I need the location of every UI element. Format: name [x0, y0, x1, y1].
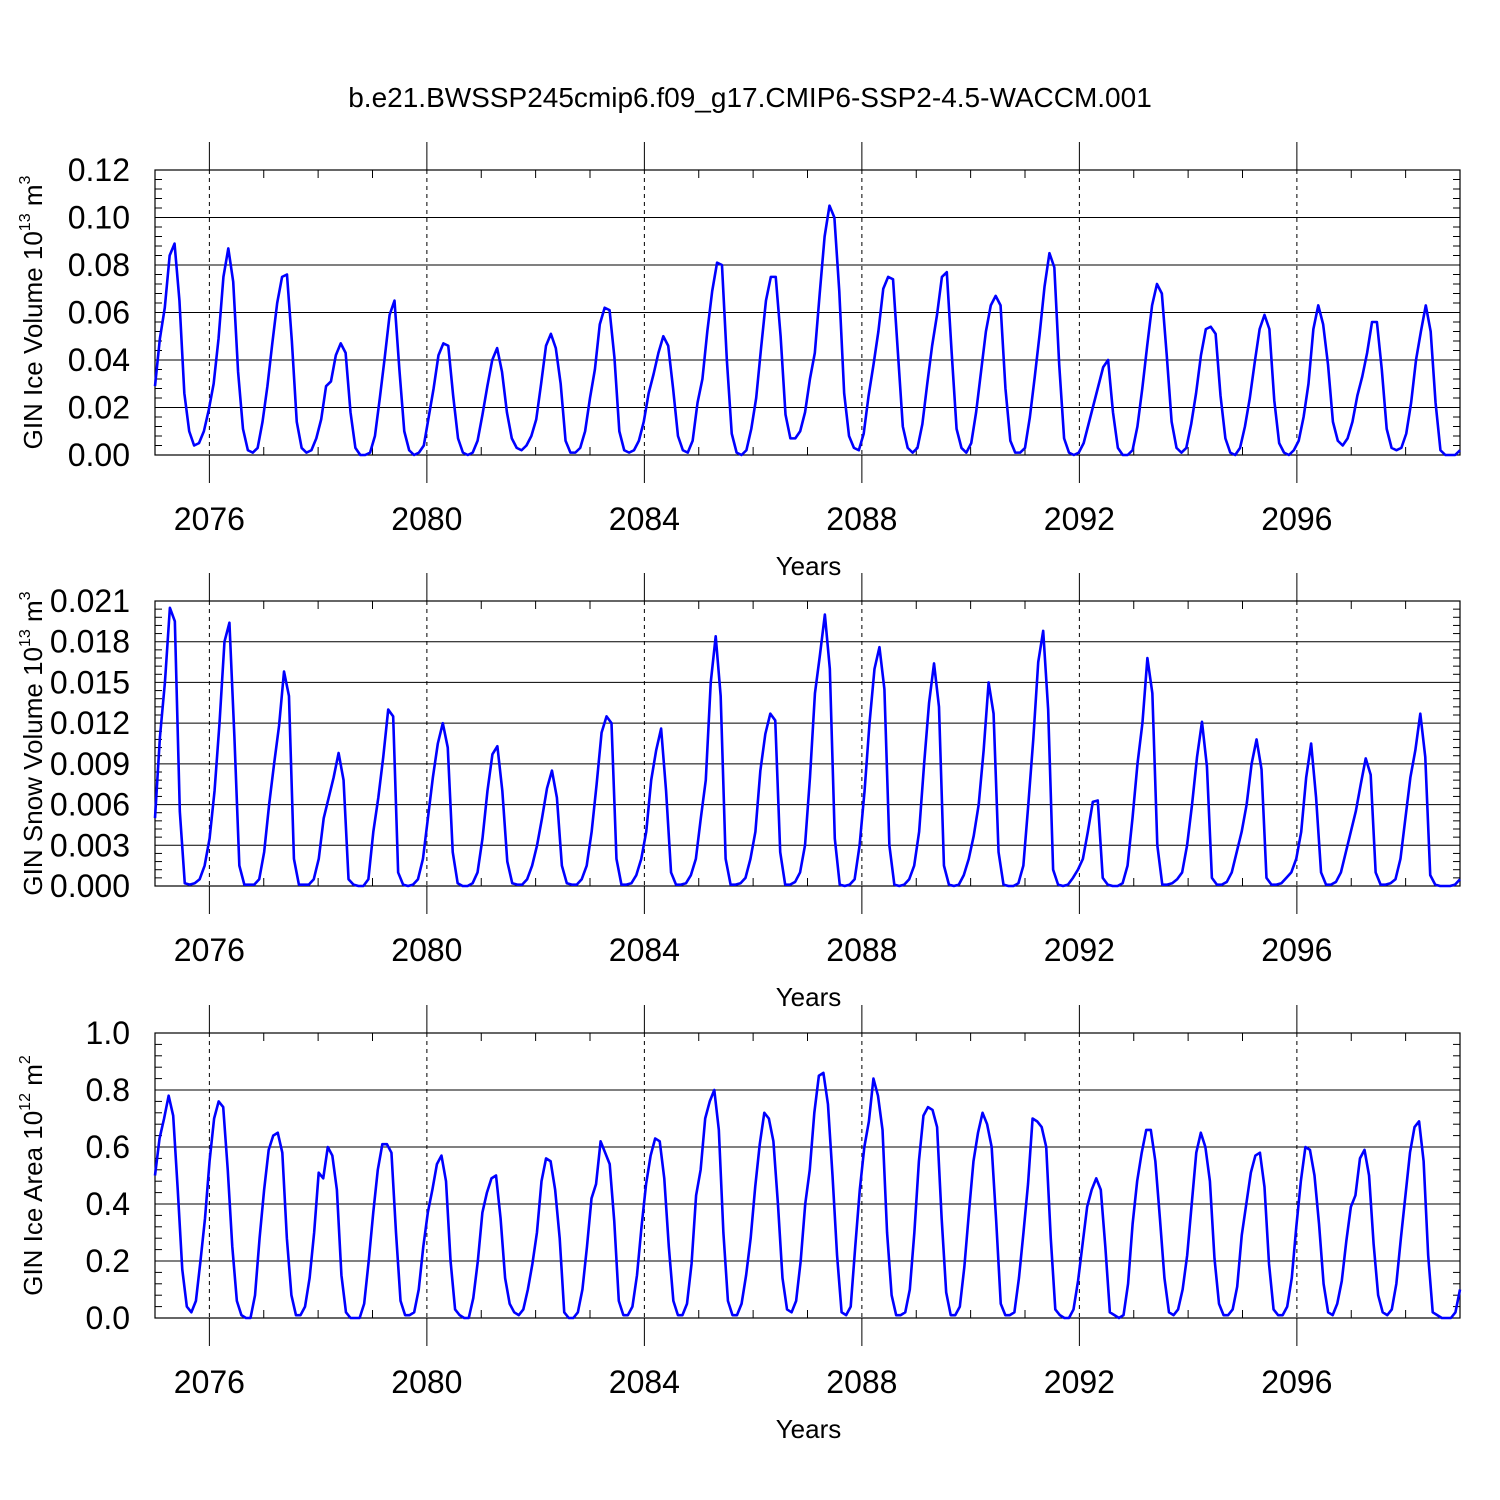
plot-frame — [154, 600, 1461, 887]
x-tick-label: 2084 — [609, 501, 680, 537]
x-tick-label: 2088 — [826, 1364, 897, 1400]
y-axis-label: GIN Ice Volume 1013 m3 — [17, 175, 48, 449]
y-tick-label: 0.000 — [50, 868, 130, 904]
y-tick-label: 0.08 — [68, 247, 130, 283]
chart-title: b.e21.BWSSP245cmip6.f09_g17.CMIP6-SSP2-4… — [348, 82, 1152, 113]
y-axis-label-exponent: 13 — [17, 213, 34, 231]
series-line — [153, 606, 1461, 888]
x-tick-label: 2096 — [1261, 501, 1332, 537]
panel-1: 0.00 0.02 0.04 0.06 0.08 0.10 0.12 2076 2080 2084… — [17, 142, 1461, 581]
x-tick-label: 2088 — [826, 932, 897, 968]
y-tick-label: 0.6 — [86, 1129, 130, 1165]
x-tick-label: 2080 — [391, 1364, 462, 1400]
x-axis-label: Years — [776, 982, 842, 1012]
y-tick-label: 0.009 — [50, 746, 130, 782]
x-tick-label: 2080 — [391, 932, 462, 968]
y-axis-label-main: GIN Ice Volume 10 — [18, 231, 48, 449]
y-axis-label: GIN Ice Area 1012 m2 — [17, 1055, 48, 1296]
y-tick-label: 0.02 — [68, 390, 130, 426]
series-line — [153, 204, 1461, 457]
y-tick-label: 1.0 — [86, 1015, 130, 1051]
y-axis-label-main: GIN Snow Volume 10 — [18, 647, 48, 896]
x-tick-label: 2096 — [1261, 932, 1332, 968]
x-tick-label: 2080 — [391, 501, 462, 537]
y-axis-label-exponent: 13 — [17, 629, 34, 647]
x-tick-label: 2092 — [1044, 932, 1115, 968]
y-tick-label: 0.4 — [86, 1186, 130, 1222]
y-tick-label: 0.00 — [68, 437, 130, 473]
y-tick-label: 0.04 — [68, 342, 130, 378]
x-axis-label: Years — [776, 551, 842, 581]
y-tick-label: 0.0 — [86, 1300, 130, 1336]
y-axis-label-exponent: 12 — [17, 1093, 34, 1111]
y-tick-label: 0.10 — [68, 200, 130, 236]
y-tick-label: 0.021 — [50, 583, 130, 619]
y-tick-label: 0.015 — [50, 664, 130, 700]
y-axis-label-unit: m — [18, 1064, 48, 1093]
x-tick-label: 2084 — [609, 932, 680, 968]
y-axis-label-main: GIN Ice Area 10 — [18, 1111, 48, 1296]
x-tick-label: 2096 — [1261, 1364, 1332, 1400]
y-axis-label-unit-exponent: 2 — [17, 1055, 34, 1064]
x-tick-label: 2076 — [174, 932, 245, 968]
y-tick-label: 0.12 — [68, 152, 130, 188]
y-tick-label: 0.012 — [50, 705, 130, 741]
y-tick-label: 0.018 — [50, 624, 130, 660]
x-tick-label: 2076 — [174, 501, 245, 537]
y-tick-label: 0.006 — [50, 787, 130, 823]
y-tick-label: 0.2 — [86, 1243, 130, 1279]
x-tick-label: 2076 — [174, 1364, 245, 1400]
y-axis-label-unit-exponent: 3 — [17, 175, 34, 184]
x-tick-label: 2084 — [609, 1364, 680, 1400]
y-axis-label-unit-exponent: 3 — [17, 591, 34, 600]
y-axis-label-unit: m — [18, 184, 48, 213]
y-axis-label-unit: m — [18, 600, 48, 629]
x-tick-label: 2092 — [1044, 501, 1115, 537]
y-axis-label: GIN Snow Volume 1013 m3 — [17, 591, 48, 895]
panel-3: 0.0 0.2 0.4 0.6 0.8 1.0 2076 2080 2084 2088 2092 20… — [17, 1005, 1462, 1444]
x-tick-label: 2092 — [1044, 1364, 1115, 1400]
y-tick-label: 0.003 — [50, 827, 130, 863]
x-tick-label: 2088 — [826, 501, 897, 537]
series-line — [153, 1071, 1462, 1320]
plot-frame — [154, 169, 1461, 456]
x-axis-label: Years — [776, 1414, 842, 1444]
panel-2: 0.000 0.003 0.006 0.009 0.012 0.015 0.018 0.021… — [17, 573, 1461, 1012]
y-tick-label: 0.8 — [86, 1072, 130, 1108]
y-tick-label: 0.06 — [68, 295, 130, 331]
